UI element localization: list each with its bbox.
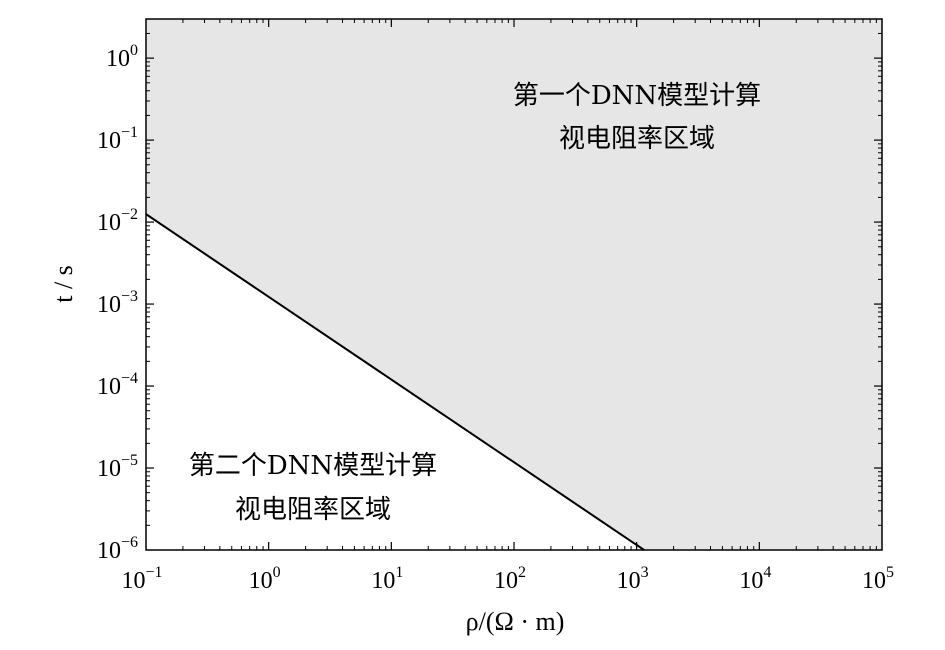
x-tick-label: 103 xyxy=(617,564,649,594)
upper-region xyxy=(146,19,882,550)
x-tick-label: 101 xyxy=(371,564,403,594)
y-tick-label: 10−6 xyxy=(97,534,138,564)
y-axis-label: t / s xyxy=(49,265,78,303)
upper-region-label: 第一个DNN模型计算 视电阻率区域 xyxy=(513,81,761,154)
lower-region-label-line1: 第二个DNN模型计算 xyxy=(189,451,437,481)
y-tick-label: 100 xyxy=(106,42,138,72)
x-tick-label: 102 xyxy=(494,564,526,594)
y-tick-label: 10−2 xyxy=(97,206,138,236)
y-tick-label: 10−1 xyxy=(97,124,138,154)
boundary-line xyxy=(145,213,645,551)
lower-region-label: 第二个DNN模型计算 视电阻率区域 xyxy=(189,451,437,525)
x-tick-label: 104 xyxy=(739,564,771,594)
x-tick-label: 10−1 xyxy=(121,564,162,594)
x-tick-label: 105 xyxy=(862,564,894,594)
y-tick-label: 10−3 xyxy=(97,288,138,318)
y-tick-label: 10−5 xyxy=(97,452,138,482)
upper-region-label-line1: 第一个DNN模型计算 xyxy=(513,81,761,111)
y-tick-label: 10−4 xyxy=(97,370,138,400)
x-axis-ticks: 10−1 100 101 102 103 104 105 xyxy=(121,19,894,594)
plot-area xyxy=(145,18,883,551)
x-axis-label: ρ/(Ω · m) xyxy=(466,607,565,636)
x-tick-label: 100 xyxy=(249,564,281,594)
y-axis-ticks: 100 10−1 10−2 10−3 10−4 10−5 10−6 xyxy=(97,32,882,564)
lower-region-label-line2: 视电阻率区域 xyxy=(235,495,391,525)
upper-region-label-line2: 视电阻率区域 xyxy=(559,124,715,154)
